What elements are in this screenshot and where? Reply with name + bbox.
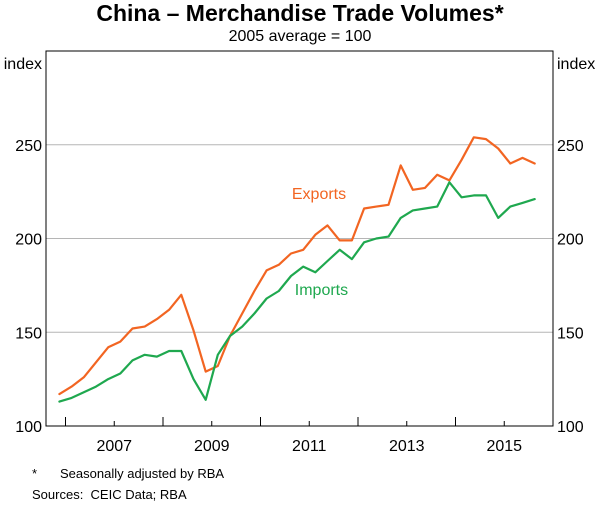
chart-subtitle: 2005 average = 100 — [228, 28, 372, 45]
chart-canvas: 100 100 150 150 200 200 250 250 index index 2007 20… — [4, 50, 595, 455]
footnote-sources: Sources: CEIC Data; RBA — [32, 487, 187, 503]
footnote-asterisk-mark: * — [32, 466, 38, 481]
x-tick-label-0: 2007 — [96, 438, 132, 455]
x-tick-label-3: 2013 — [389, 438, 425, 455]
y-tick-label-left-0: 100 — [15, 419, 42, 436]
series-line-exports — [58, 136, 536, 396]
footnote-asterisk: * Seasonally adjusted by RBA — [32, 466, 224, 482]
y-axis-label-right: index — [557, 56, 595, 73]
series-label-imports: Imports — [295, 282, 348, 299]
y-tick-label-right-1: 150 — [557, 325, 584, 342]
y-tick-label-left-3: 250 — [15, 138, 42, 155]
footnote-sources-text: CEIC Data; RBA — [90, 487, 187, 502]
plot-frame — [45, 50, 554, 427]
series-line-imports — [58, 181, 536, 403]
series-label-exports: Exports — [292, 186, 346, 203]
chart-title: China – Merchandise Trade Volumes* — [96, 0, 504, 26]
y-tick-label-left-1: 150 — [15, 325, 42, 342]
x-tick-label-2: 2011 — [292, 438, 327, 455]
footnote-sources-label: Sources: — [32, 487, 84, 502]
x-tick-label-4: 2015 — [486, 438, 522, 455]
y-tick-label-right-2: 200 — [557, 232, 584, 249]
y-axis-label-left: index — [4, 56, 42, 73]
footnote-asterisk-text: Seasonally adjusted by RBA — [60, 466, 225, 481]
y-tick-label-right-3: 250 — [557, 138, 584, 155]
y-tick-label-right-0: 100 — [557, 419, 584, 436]
y-tick-label-left-2: 200 — [15, 232, 42, 249]
x-tick-label-1: 2009 — [194, 438, 230, 455]
